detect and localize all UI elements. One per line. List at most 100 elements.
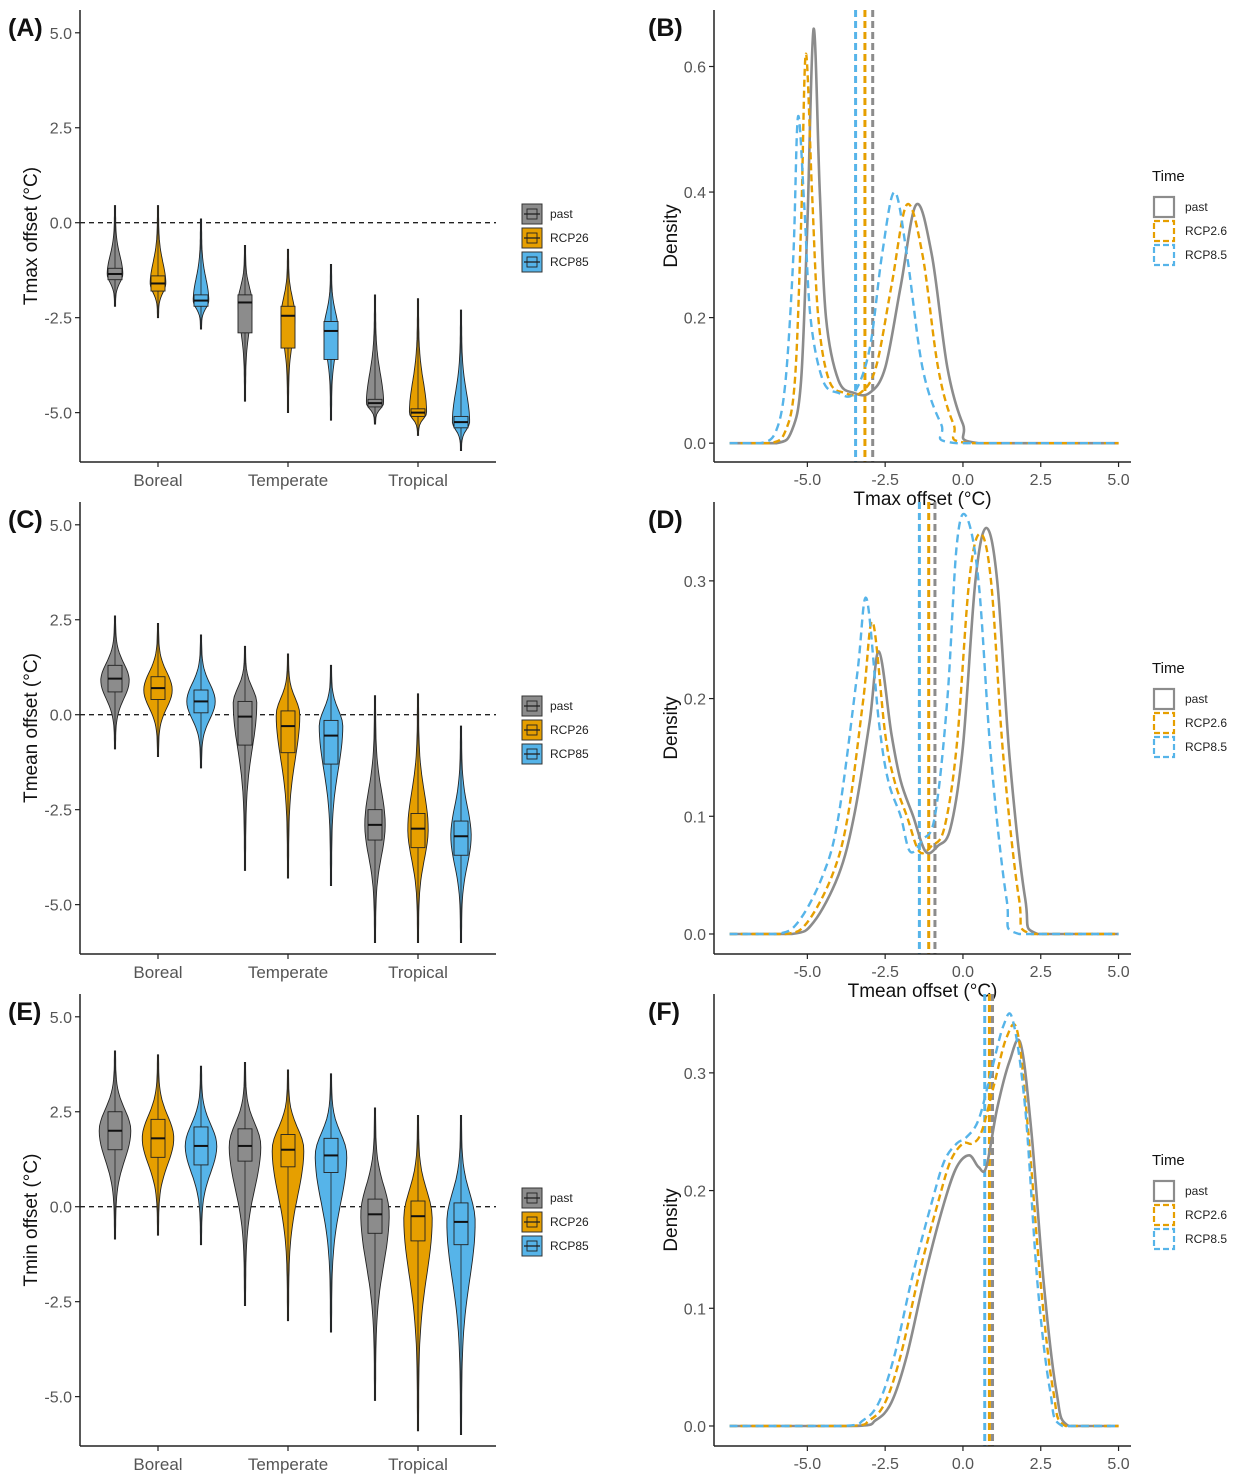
x-tick-label: Tropical [388, 471, 448, 490]
legend-key-box [526, 256, 538, 268]
box-tropical-rcp26 [410, 1200, 426, 1242]
y-tick-label: 0.3 [684, 574, 706, 591]
y-tick-label: -2.5 [44, 1295, 72, 1312]
x-tick-label: 2.5 [1030, 964, 1052, 981]
y-axis-title: Density [661, 204, 682, 268]
y-tick-label: 0.0 [50, 216, 72, 233]
legend-key-box [526, 1240, 538, 1252]
box-tropical-rcp26 [410, 813, 426, 849]
panel-label: (B) [648, 14, 683, 42]
panel-label: (C) [8, 506, 43, 534]
x-axis-title: Tmax offset (°C) [853, 489, 991, 510]
panel-label: (E) [8, 998, 41, 1026]
legend-key [1152, 1203, 1176, 1227]
y-tick-label: 0.2 [684, 1184, 706, 1201]
legend-key-box [526, 724, 538, 736]
panel-label: (D) [648, 506, 683, 534]
y-axis-title: Tmean offset (°C) [21, 653, 42, 803]
density-curve-rcp26 [729, 532, 1119, 936]
y-tick-label: -5.0 [44, 898, 72, 915]
box-temperate-past [237, 294, 253, 334]
x-tick-label: Tropical [388, 1455, 448, 1474]
legend-label: RCP8.5 [1185, 740, 1227, 754]
x-tick-label: -2.5 [871, 964, 899, 981]
x-tick-label: Boreal [133, 1455, 182, 1474]
legend-title: Time [1152, 1152, 1185, 1169]
legend-key-box [526, 1192, 538, 1204]
y-axis-title: Tmin offset (°C) [21, 1154, 42, 1287]
y-axis-title: Tmax offset (°C) [21, 167, 42, 305]
panel-b: (B) 0.0 0.2 0.4 0.6 -5.0 -2.5 0.0 2.5 5.0 Tmax off… [648, 10, 1227, 510]
legend-label: RCP85 [550, 747, 589, 761]
x-axis-title: Tmin offset (°C) [856, 1473, 989, 1475]
legend-key [1152, 243, 1176, 267]
y-axis-title: Density [661, 696, 682, 760]
box-temperate-rcp26 [280, 710, 296, 754]
x-tick-label: 2.5 [1030, 1456, 1052, 1473]
x-tick-label: 5.0 [1107, 964, 1129, 981]
y-tick-label: 0.0 [684, 436, 706, 453]
y-tick-label: -5.0 [44, 1390, 72, 1407]
legend-key-box [526, 208, 538, 220]
panel-f: (F) 0.0 0.1 0.2 0.3 -5.0 -2.5 0.0 2.5 5.0 Tmin off… [648, 994, 1227, 1475]
legend-key [1152, 219, 1176, 243]
y-tick-label: 0.0 [50, 708, 72, 725]
y-tick-label: 0.2 [684, 692, 706, 709]
x-tick-label: Temperate [248, 471, 328, 490]
box-tropical-rcp85 [453, 820, 469, 856]
panel-d: (D) 0.0 0.1 0.2 0.3 -5.0 -2.5 0.0 2.5 5.0 Tmean of… [648, 502, 1227, 1002]
legend-label: RCP26 [550, 1215, 589, 1229]
x-tick-label: 5.0 [1107, 472, 1129, 489]
y-tick-label: 2.5 [50, 1105, 72, 1122]
legend-key [1152, 195, 1176, 219]
x-tick-label: Tropical [388, 963, 448, 982]
legend-label: RCP2.6 [1185, 716, 1227, 730]
y-tick-label: 2.5 [50, 613, 72, 630]
legend-label: past [550, 699, 573, 713]
legend-label: past [1185, 200, 1208, 214]
legend-label: past [550, 207, 573, 221]
legend-key [1152, 735, 1176, 759]
legend-key-box [526, 700, 538, 712]
box-temperate-rcp26 [280, 305, 296, 349]
density-curve-rcp26 [729, 52, 1119, 445]
density-curve-past [729, 27, 1119, 445]
legend-label: RCP8.5 [1185, 1232, 1227, 1246]
legend-key-box [526, 1216, 538, 1228]
box-tropical-past [367, 1198, 383, 1234]
legend-key [1152, 711, 1176, 735]
box-temperate-rcp85 [323, 719, 339, 765]
x-tick-label: Boreal [133, 963, 182, 982]
density-curve-rcp26 [729, 1023, 1119, 1428]
legend-key-box [526, 748, 538, 760]
y-tick-label: 5.0 [50, 518, 72, 535]
y-tick-label: 0.1 [684, 1301, 706, 1318]
legend-title: Time [1152, 168, 1185, 185]
legend-label: RCP26 [550, 723, 589, 737]
y-tick-label: 0.4 [684, 185, 706, 202]
density-curve-rcp85 [729, 512, 1119, 936]
legend-key [1152, 1227, 1176, 1251]
legend-label: RCP26 [550, 231, 589, 245]
y-tick-label: 0.6 [684, 60, 706, 77]
panel-a: (A) -5.0 -2.5 0.0 2.5 5.0 Boreal Temperate Tropi… [8, 10, 589, 490]
legend-label: RCP85 [550, 1239, 589, 1253]
y-axis-title: Density [661, 1188, 682, 1252]
density-curve-rcp85 [729, 114, 1119, 445]
x-tick-label: Boreal [133, 471, 182, 490]
panel-label: (F) [648, 998, 680, 1026]
y-tick-label: 0.0 [684, 1419, 706, 1436]
x-tick-label: -2.5 [871, 1456, 899, 1473]
legend-title: Time [1152, 660, 1185, 677]
x-tick-label: -5.0 [794, 1456, 822, 1473]
y-tick-label: 5.0 [50, 1010, 72, 1027]
legend-label: past [1185, 692, 1208, 706]
legend-key [1152, 687, 1176, 711]
x-tick-label: 0.0 [952, 472, 974, 489]
x-tick-label: Temperate [248, 1455, 328, 1474]
x-tick-label: 5.0 [1107, 1456, 1129, 1473]
y-tick-label: -5.0 [44, 406, 72, 423]
panel-c: (C) -5.0 -2.5 0.0 2.5 5.0 Boreal Temperate Tropi… [8, 502, 589, 982]
y-tick-label: 0.1 [684, 809, 706, 826]
